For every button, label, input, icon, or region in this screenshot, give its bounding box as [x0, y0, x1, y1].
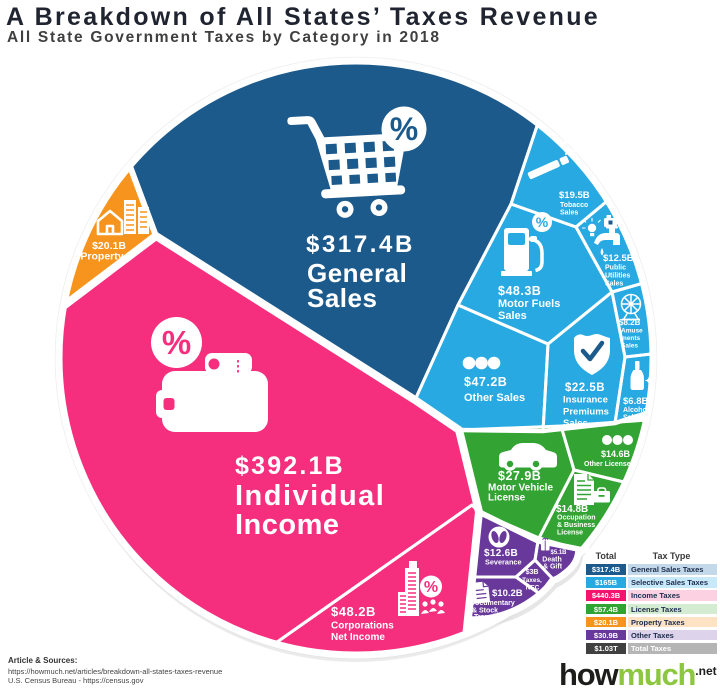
svg-text:$6.8B: $6.8B [623, 396, 648, 407]
svg-text:Taxes,: Taxes, [522, 577, 542, 584]
svg-text:& Stock: & Stock [472, 608, 498, 615]
svg-text:Sales: Sales [560, 210, 578, 217]
svg-text:Net Income: Net Income [331, 632, 385, 643]
svg-text:Income: Income [235, 509, 340, 541]
svg-text:Occupation: Occupation [557, 515, 596, 522]
svg-text:Other Sales: Other Sales [464, 392, 525, 404]
svg-text:Motor Fuels: Motor Fuels [498, 298, 560, 310]
svg-text:$3B: $3B [526, 569, 539, 576]
svg-text:$10.2B: $10.2B [492, 588, 523, 599]
svg-text:Property: Property [80, 251, 123, 263]
svg-text:Individual: Individual [235, 480, 385, 512]
svg-text:Public: Public [605, 265, 626, 272]
svg-text:$5.1B: $5.1B [550, 550, 567, 556]
svg-text:%: % [424, 579, 438, 596]
svg-text:Insurance: Insurance [563, 395, 608, 406]
svg-text:General: General [307, 258, 407, 288]
svg-text:$12.5B: $12.5B [603, 253, 634, 264]
svg-text:$14.8B: $14.8B [556, 504, 588, 515]
svg-text:Transfer: Transfer [474, 614, 502, 621]
svg-text:$392.1B: $392.1B [235, 452, 345, 480]
svg-text:Other License: Other License [584, 461, 631, 468]
svg-text:License: License [488, 493, 526, 504]
svg-text:License: License [557, 530, 583, 537]
svg-text:Severance: Severance [485, 558, 522, 567]
svg-text:Sales: Sales [498, 310, 527, 322]
svg-text:Amuse: Amuse [621, 328, 643, 335]
svg-text:& Gift: & Gift [543, 564, 563, 571]
svg-text:$19.5B: $19.5B [559, 190, 590, 201]
svg-text:$20.1B: $20.1B [92, 240, 126, 252]
svg-text:Premiums: Premiums [563, 407, 609, 418]
svg-text:$14.6B: $14.6B [601, 449, 631, 459]
svg-text:Corporations: Corporations [331, 621, 394, 632]
svg-text:$12.6B: $12.6B [484, 548, 518, 559]
svg-text:$27.9B: $27.9B [498, 469, 541, 483]
svg-text:$48.3B: $48.3B [498, 284, 541, 298]
svg-text:$47.2B: $47.2B [464, 375, 507, 389]
svg-text:$317.4B: $317.4B [306, 231, 415, 258]
svg-text:$22.5B: $22.5B [565, 382, 605, 394]
svg-text:$48.2B: $48.2B [331, 604, 376, 619]
svg-text:Documentary: Documentary [470, 600, 515, 607]
svg-text:Sales: Sales [623, 415, 641, 422]
svg-text:ments: ments [621, 335, 641, 342]
svg-text:NEC: NEC [526, 585, 540, 592]
svg-text:Sales: Sales [307, 283, 377, 313]
svg-text:& Business: & Business [557, 522, 595, 529]
svg-text:%: % [536, 214, 549, 230]
svg-text:Sales: Sales [621, 343, 638, 350]
svg-text:%: % [162, 324, 191, 361]
svg-text:$8.2B: $8.2B [619, 318, 641, 327]
svg-text:Tobacco: Tobacco [560, 202, 588, 209]
svg-text:Alcohol: Alcohol [623, 407, 649, 414]
svg-text:Utilities: Utilities [605, 273, 630, 280]
svg-text:Sales: Sales [605, 281, 623, 288]
svg-text:Death: Death [542, 557, 561, 564]
svg-text:Motor Vehicle: Motor Vehicle [488, 483, 553, 494]
svg-text:Sales: Sales [563, 418, 588, 429]
svg-text:%: % [390, 111, 418, 147]
